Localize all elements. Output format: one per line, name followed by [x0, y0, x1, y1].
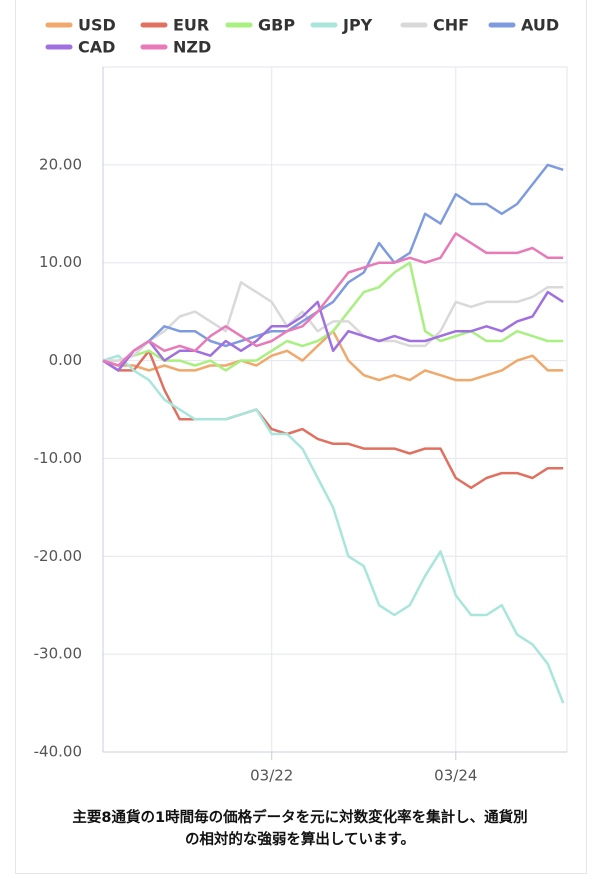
series-line	[103, 281, 564, 362]
note-line: の相対的な強弱を算出しています。	[184, 832, 416, 848]
frame	[15, 0, 587, 874]
legend-label: USD	[78, 16, 116, 35]
y-tick-label: -10.00	[34, 449, 82, 467]
x-tick-label: 03/22	[250, 767, 293, 785]
y-tick-label: -20.00	[34, 547, 82, 565]
legend-label: CHF	[433, 16, 469, 35]
legend-label: EUR	[173, 16, 209, 35]
legend-label: JPY	[342, 16, 373, 35]
y-tick-label: -30.00	[34, 645, 82, 663]
legend-label: CAD	[78, 38, 115, 57]
plot-frame	[102, 66, 568, 753]
chart: -40.00 -30.00 -20.00 -10.00 0.00 10.00 20.00 03…	[34, 16, 568, 785]
series-line	[102, 290, 564, 372]
legend-label: AUD	[521, 16, 559, 35]
y-tick-label: -40.00	[34, 743, 82, 761]
y-tick-label: 20.00	[39, 155, 82, 173]
series-line	[102, 354, 565, 704]
legend-label: GBP	[258, 16, 295, 35]
series-line	[102, 349, 564, 490]
series-line	[103, 261, 564, 372]
y-tick-label: 10.00	[39, 253, 82, 271]
note-line: 主要8通貨の1時間毎の価格データを元に対数変化率を集計し、通貨別	[72, 810, 528, 826]
x-tick-label: 03/24	[434, 767, 477, 785]
y-tick-label: 0.00	[49, 351, 82, 369]
series-line	[102, 163, 564, 372]
legend-label: NZD	[173, 38, 211, 57]
series-line	[102, 232, 564, 367]
